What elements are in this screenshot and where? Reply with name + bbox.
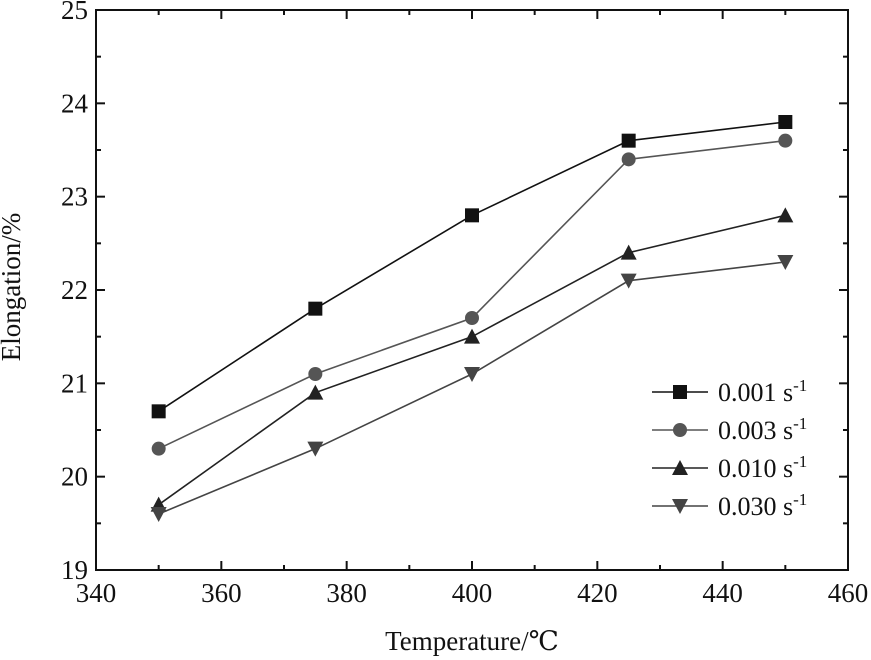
y-tick-label: 22 (61, 275, 88, 305)
data-point (151, 441, 166, 456)
data-point (307, 384, 324, 400)
legend-item: 0.001 s-1 (652, 376, 807, 407)
legend-marker (672, 499, 688, 514)
legend-label-text: 0.030 s (718, 492, 793, 521)
series-layer (150, 115, 794, 522)
data-point (620, 244, 637, 260)
legend-item: 0.010 s-1 (652, 452, 807, 483)
series-line (158, 261, 786, 515)
legend-label: 0.010 s-1 (718, 452, 807, 483)
data-point (465, 311, 479, 325)
series-line (158, 214, 786, 506)
data-point (308, 301, 323, 316)
legend-item: 0.003 s-1 (652, 414, 807, 445)
data-point (778, 115, 793, 129)
legend-label-superscript: -1 (793, 490, 807, 509)
series-line (158, 139, 786, 450)
series-4 (150, 255, 794, 522)
legend-label: 0.030 s-1 (718, 490, 807, 521)
data-point (620, 273, 637, 289)
data-point (308, 367, 323, 381)
x-tick-label: 460 (828, 578, 869, 608)
data-point (777, 255, 794, 270)
data-point (151, 404, 166, 419)
data-point (777, 207, 794, 223)
series-1 (151, 115, 793, 419)
data-point (464, 367, 480, 382)
legend-label-text: 0.001 s (718, 378, 793, 407)
x-tick-label: 400 (452, 578, 493, 608)
y-tick-label: 19 (61, 555, 88, 585)
data-point (307, 441, 324, 457)
legend-label: 0.001 s-1 (718, 376, 807, 407)
data-point (465, 208, 479, 223)
data-point (621, 152, 636, 167)
axis-ticks: 340 360 380 400 420 440 460 19 20 21 22 23 24 25 (61, 0, 868, 608)
series-3 (150, 207, 794, 512)
x-tick-label: 360 (201, 578, 242, 608)
legend-label-superscript: -1 (793, 414, 807, 433)
legend: 0.001 s-10.003 s-10.010 s-10.030 s-1 (652, 376, 807, 521)
legend-marker (673, 385, 687, 399)
y-tick-label: 21 (61, 368, 88, 398)
legend-item: 0.030 s-1 (652, 490, 807, 521)
legend-label-text: 0.010 s (718, 454, 793, 483)
data-point (621, 133, 636, 148)
legend-label-superscript: -1 (793, 376, 807, 395)
y-axis-title: Elongation/% (0, 213, 26, 361)
data-point (778, 133, 793, 148)
data-point (150, 507, 167, 522)
y-tick-label: 25 (61, 0, 88, 25)
x-axis-title: Temperature/℃ (385, 626, 559, 656)
legend-label: 0.003 s-1 (718, 414, 807, 445)
plot-frame (95, 9, 849, 571)
legend-label-text: 0.003 s (718, 416, 793, 445)
y-tick-label: 24 (61, 88, 89, 118)
x-tick-label: 420 (577, 578, 618, 608)
x-tick-label: 440 (702, 578, 743, 608)
x-tick-label: 380 (326, 578, 367, 608)
x-tick-label: 340 (76, 578, 117, 608)
legend-label-superscript: -1 (793, 452, 807, 471)
series-2 (151, 133, 793, 456)
y-tick-label: 20 (61, 462, 88, 492)
legend-marker (673, 423, 687, 437)
legend-marker (672, 460, 688, 475)
y-tick-label: 23 (61, 182, 88, 212)
data-point (464, 328, 480, 344)
plot-area (95, 9, 849, 571)
